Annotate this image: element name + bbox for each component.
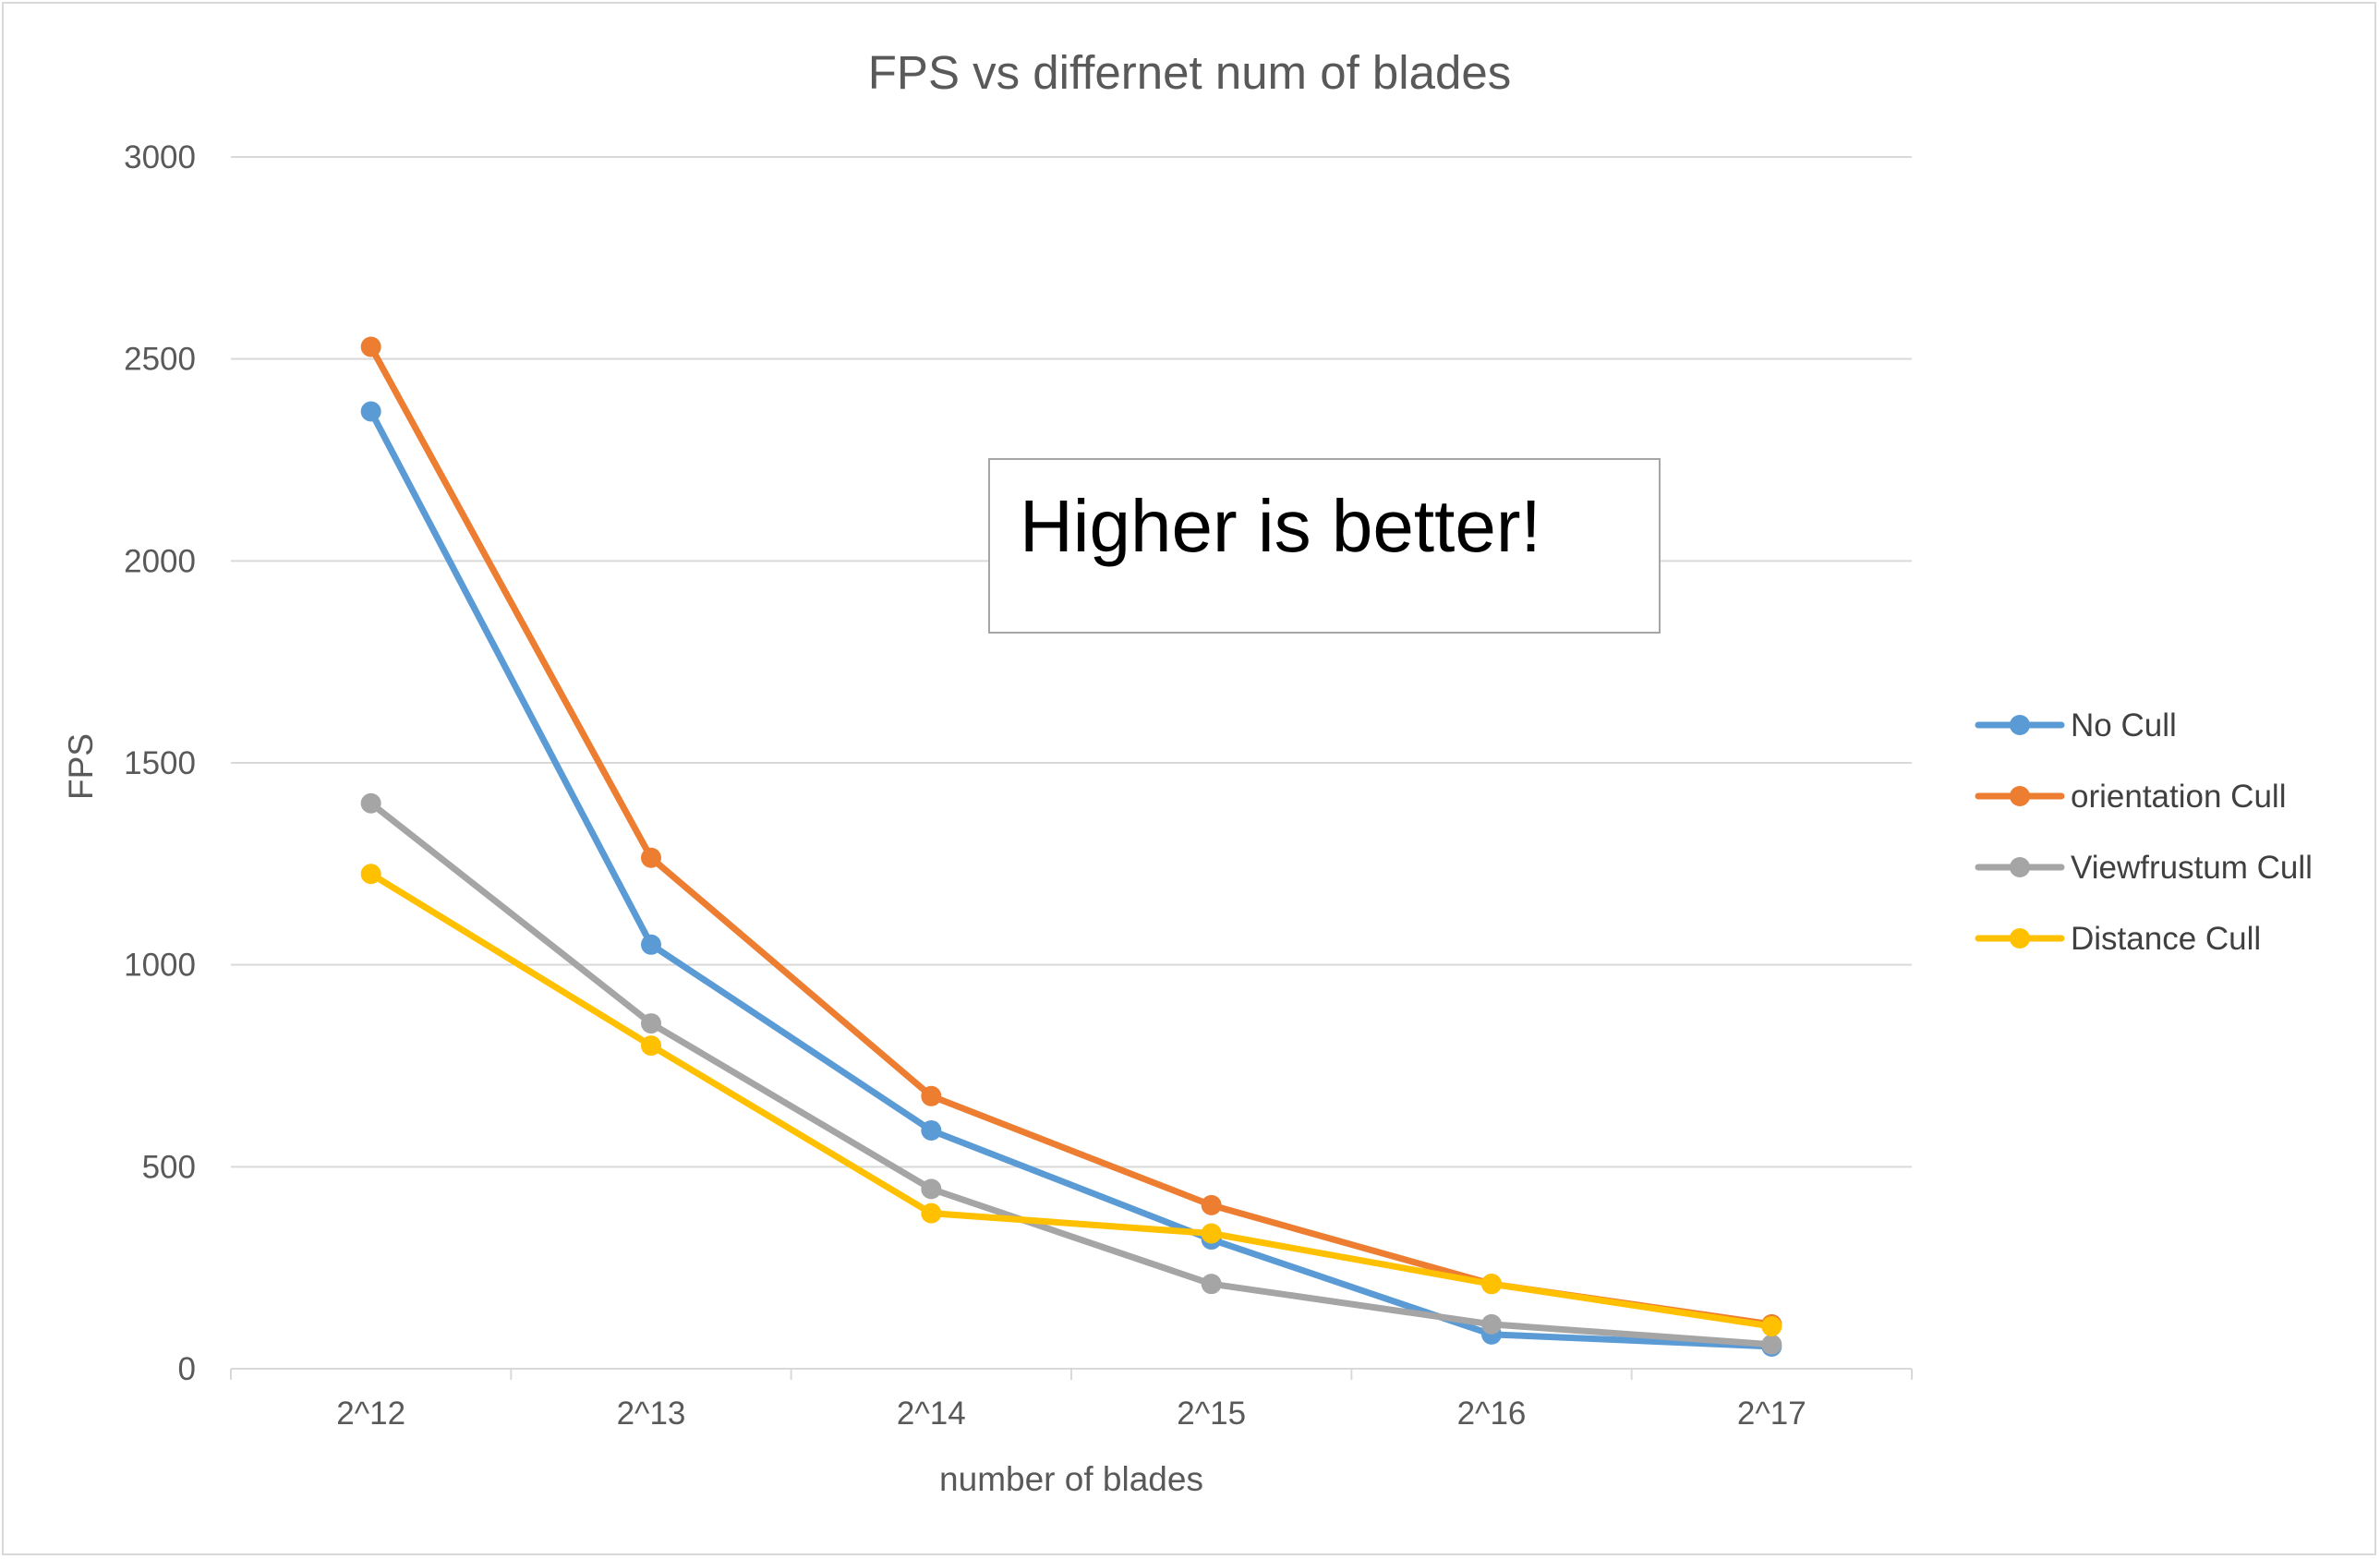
y-tick-label: 2000 [124,543,196,579]
data-point [360,864,381,885]
legend-marker [2010,928,2030,949]
legend-item: Viewfrustum Cull [1975,850,2313,886]
data-point [1761,1316,1782,1337]
series-lines [360,336,1782,1357]
legend-label: orientation Cull [2071,779,2286,815]
series-line [368,870,1775,1330]
y-tick-label: 0 [178,1351,196,1387]
legend-label: No Cull [2071,707,2177,743]
data-point [921,1178,942,1200]
legend-label: Distance Cull [2071,921,2261,957]
x-tick-label: 2^13 [617,1396,686,1432]
legend-item: No Cull [1975,707,2177,743]
legend-marker [2010,857,2030,877]
grid [231,156,1912,1168]
y-tick-label: 1500 [124,745,196,781]
x-tick-label: 2^17 [1737,1396,1806,1432]
legend-label: Viewfrustum Cull [2071,850,2313,886]
data-point [641,1013,661,1034]
y-axis-title: FPS [62,733,100,800]
data-point [1201,1194,1222,1215]
legend-marker [2010,786,2030,806]
data-point [921,1119,942,1141]
data-point [1201,1274,1222,1295]
y-tick-label: 500 [142,1149,196,1185]
y-axis-ticks: 0 500 1000 1500 2000 2500 3000 [124,139,196,1387]
data-point [360,336,381,357]
data-point [1481,1274,1502,1295]
data-point [921,1085,942,1106]
annotation-text: Higher is better! [1020,485,1541,567]
chart-title: FPS vs differnet num of blades [868,46,1511,99]
x-tick-label: 2^15 [1177,1396,1246,1432]
data-point [921,1202,942,1224]
data-point [360,401,381,422]
x-tick-label: 2^12 [336,1396,405,1432]
x-axis [230,1368,1913,1380]
y-tick-label: 3000 [124,139,196,175]
legend: No Cull orientation Cull Viewfrustum Cull D… [1975,707,2313,957]
data-point [641,847,661,868]
data-point [641,934,661,955]
x-axis-title: number of blades [939,1460,1203,1498]
series-distance-cull [360,864,1782,1337]
series-line [368,408,1775,1350]
series-line [368,800,1775,1348]
x-axis-ticks: 2^12 2^13 2^14 2^15 2^16 2^17 [336,1396,1806,1432]
x-tick-label: 2^16 [1457,1396,1527,1432]
data-point [360,792,381,814]
legend-item: Distance Cull [1975,921,2261,957]
y-tick-label: 2500 [124,342,196,378]
x-tick-label: 2^14 [897,1396,966,1432]
series-viewfrustum-cull [360,792,1782,1355]
data-point [1201,1223,1222,1244]
annotation-box: Higher is better! [988,458,1661,634]
data-point [1481,1313,1502,1335]
data-point [641,1035,661,1057]
legend-marker [2010,715,2030,735]
data-point [1761,1334,1782,1355]
legend-item: orientation Cull [1975,779,2286,815]
y-tick-label: 1000 [124,948,196,984]
